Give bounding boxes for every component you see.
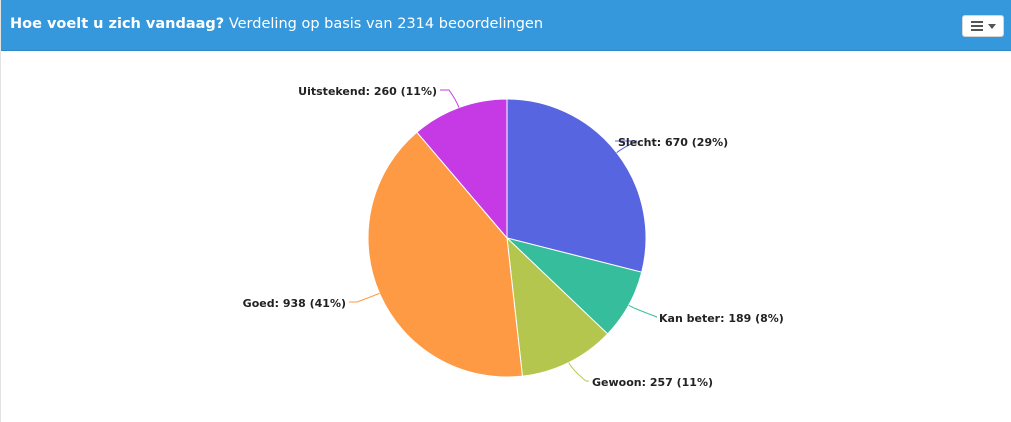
hamburger-menu-icon bbox=[971, 21, 983, 31]
pie-slices bbox=[367, 98, 647, 378]
data-label-slecht: Slecht: 670 (29%) bbox=[618, 136, 728, 149]
data-label-gewoon: Gewoon: 257 (11%) bbox=[592, 376, 713, 389]
pie-slice-goed[interactable] bbox=[367, 131, 523, 378]
connector-line-gewoon bbox=[568, 362, 589, 382]
connector-line-slecht bbox=[615, 140, 638, 154]
caret-down-icon bbox=[988, 24, 996, 29]
pie-slice-slecht[interactable] bbox=[506, 98, 647, 273]
connector-line-kan-beter bbox=[628, 304, 658, 318]
panel-header: Hoe voelt u zich vandaag? Verdeling op b… bbox=[1, 0, 1011, 51]
data-label-uitstekend: Uitstekend: 260 (11%) bbox=[298, 85, 437, 98]
pie-chart: Slecht: 670 (29%) Kan beter: 189 (8%) Gewo… bbox=[243, 85, 784, 389]
data-label-goed: Goed: 938 (41%) bbox=[243, 297, 346, 310]
pie-labels: Slecht: 670 (29%) Kan beter: 189 (8%) Gewo… bbox=[243, 85, 784, 389]
chart-title-subtitle: Verdeling op basis van 2314 beoordelinge… bbox=[228, 16, 544, 32]
data-label-kan-beter: Kan beter: 189 (8%) bbox=[659, 312, 784, 325]
connector-line-uitstekend bbox=[440, 89, 460, 108]
connector-line-goed bbox=[349, 292, 380, 303]
chart-title-question: Hoe voelt u zich vandaag? bbox=[10, 16, 225, 32]
chart-menu-button[interactable] bbox=[962, 15, 1004, 37]
chart-title: Hoe voelt u zich vandaag? Verdeling op b… bbox=[10, 15, 543, 33]
